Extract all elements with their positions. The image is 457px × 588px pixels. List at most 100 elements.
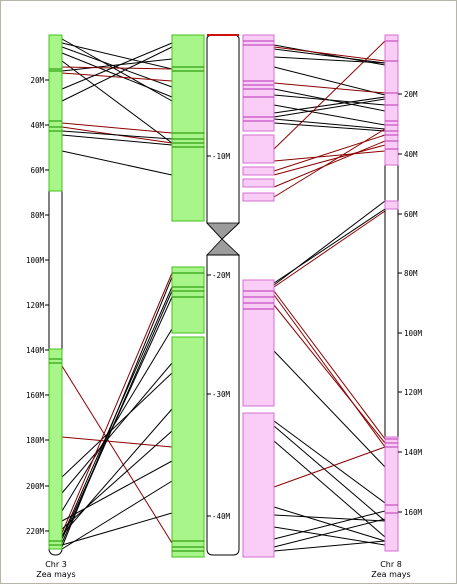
left-chromosome-name: Chr 3 xyxy=(45,560,67,569)
center-tick-label: -30M xyxy=(212,390,231,399)
synteny-links xyxy=(61,38,386,552)
left-tick-label: 120M xyxy=(26,301,45,310)
synteny-link-line xyxy=(273,518,386,548)
center-chromosome-arm-top xyxy=(206,34,240,240)
left-tick-label: 80M xyxy=(30,211,44,220)
green-column-block-1[interactable] xyxy=(171,34,205,222)
synteny-link-line xyxy=(61,46,173,102)
synteny-link-line xyxy=(273,150,386,162)
synteny-link-line xyxy=(61,362,173,494)
synteny-link-line xyxy=(273,440,386,538)
pink-column xyxy=(242,34,275,558)
synteny-link-line xyxy=(61,60,173,144)
synteny-link-line xyxy=(61,512,173,546)
right-chromosome-name: Chr 8 xyxy=(380,560,402,569)
green-column-block-2[interactable] xyxy=(171,266,205,334)
center-chromosome[interactable] xyxy=(206,34,241,556)
center-chromosome-arm-bottom xyxy=(206,254,240,556)
right-tick-label: 60M xyxy=(404,210,418,219)
centromere-top xyxy=(206,222,241,240)
right-chromosome[interactable] xyxy=(384,34,399,552)
synteny-link-line xyxy=(273,350,386,468)
synteny-link-line xyxy=(273,104,386,126)
synteny-link-line xyxy=(273,144,386,176)
pink-column-block-7[interactable] xyxy=(242,412,275,558)
synteny-link-line xyxy=(61,72,173,82)
right-tick-label: 40M xyxy=(404,150,418,159)
synteny-link-line xyxy=(61,272,173,534)
synteny-link-line xyxy=(273,540,386,552)
synteny-link-line xyxy=(273,420,386,504)
pink-column-block-6[interactable] xyxy=(242,279,275,407)
right-chromosome-species: Zea mays xyxy=(371,570,410,579)
synteny-link-line xyxy=(61,42,173,90)
left-axis-ticks: 20M 40M 60M 80M 100M 120M 140M 160M 180M 200M 220M xyxy=(26,76,49,536)
synteny-link-line xyxy=(273,134,386,172)
synteny-link-line xyxy=(273,210,386,288)
synteny-link-line xyxy=(273,200,386,286)
synteny-link-line xyxy=(61,58,173,72)
green-column xyxy=(171,34,205,558)
right-tick-label: 140M xyxy=(404,448,423,457)
synteny-link-line xyxy=(273,98,386,118)
left-chromosome[interactable] xyxy=(48,34,63,556)
right-tick-label: 160M xyxy=(404,508,423,517)
right-tick-label: 20M xyxy=(404,90,418,99)
right-pink-block-mid[interactable] xyxy=(384,200,399,210)
feature-bands xyxy=(49,40,398,552)
right-pink-block-bottom[interactable] xyxy=(384,436,399,552)
synteny-link-line xyxy=(61,480,173,550)
center-tick-label: -20M xyxy=(212,271,231,280)
left-tick-label: 140M xyxy=(26,346,45,355)
synteny-link-line xyxy=(61,130,173,140)
synteny-link-line xyxy=(273,290,386,440)
left-tick-label: 40M xyxy=(30,121,44,130)
pink-column-block-5[interactable] xyxy=(242,192,275,202)
left-chromosome-species: Zea mays xyxy=(36,570,75,579)
synteny-link-line xyxy=(61,150,173,176)
centromere-bottom xyxy=(206,238,241,256)
right-tick-label: 120M xyxy=(404,388,423,397)
pink-column-block-2[interactable] xyxy=(242,134,275,164)
synteny-link-line xyxy=(61,42,173,70)
left-green-block-bottom[interactable] xyxy=(48,348,63,550)
left-green-block-top[interactable] xyxy=(48,34,63,192)
synteny-link-line xyxy=(61,408,173,536)
synteny-link-line xyxy=(273,294,386,448)
synteny-link-line xyxy=(273,122,386,132)
synteny-link-line xyxy=(273,118,386,130)
synteny-link-line xyxy=(273,304,386,444)
synteny-link-line xyxy=(61,134,173,146)
synteny-link-line xyxy=(61,436,173,448)
synteny-link-line xyxy=(273,94,386,106)
center-axis-ticks: -10M -20M -30M -40M xyxy=(207,152,231,521)
synteny-link-line xyxy=(61,38,173,102)
left-tick-label: 160M xyxy=(26,391,45,400)
synteny-link-line xyxy=(273,96,386,114)
synteny-link-line xyxy=(61,460,173,522)
synteny-link-line xyxy=(273,510,386,540)
synteny-link-line xyxy=(61,430,173,530)
synteny-link-line xyxy=(273,40,386,150)
synteny-link-line xyxy=(61,46,173,88)
left-tick-label: 220M xyxy=(26,527,45,536)
green-column-block-3[interactable] xyxy=(171,336,205,558)
left-tick-label: 60M xyxy=(30,166,44,175)
synteny-link-line xyxy=(61,122,173,134)
synteny-link-line xyxy=(61,52,173,98)
pink-column-block-4[interactable] xyxy=(242,178,275,188)
center-tick-label: -40M xyxy=(212,512,231,521)
synteny-link-line xyxy=(61,372,173,478)
pink-column-block-1[interactable] xyxy=(242,34,275,132)
right-tick-label: 100M xyxy=(404,329,423,338)
left-tick-label: 200M xyxy=(26,482,45,491)
pink-column-block-3[interactable] xyxy=(242,166,275,176)
synteny-link-line xyxy=(61,328,173,512)
synteny-link-line xyxy=(273,82,386,94)
synteny-link-line xyxy=(273,128,386,198)
right-pink-block-top[interactable] xyxy=(384,34,399,166)
synteny-link-line xyxy=(61,276,173,548)
synteny-link-line xyxy=(61,365,173,544)
